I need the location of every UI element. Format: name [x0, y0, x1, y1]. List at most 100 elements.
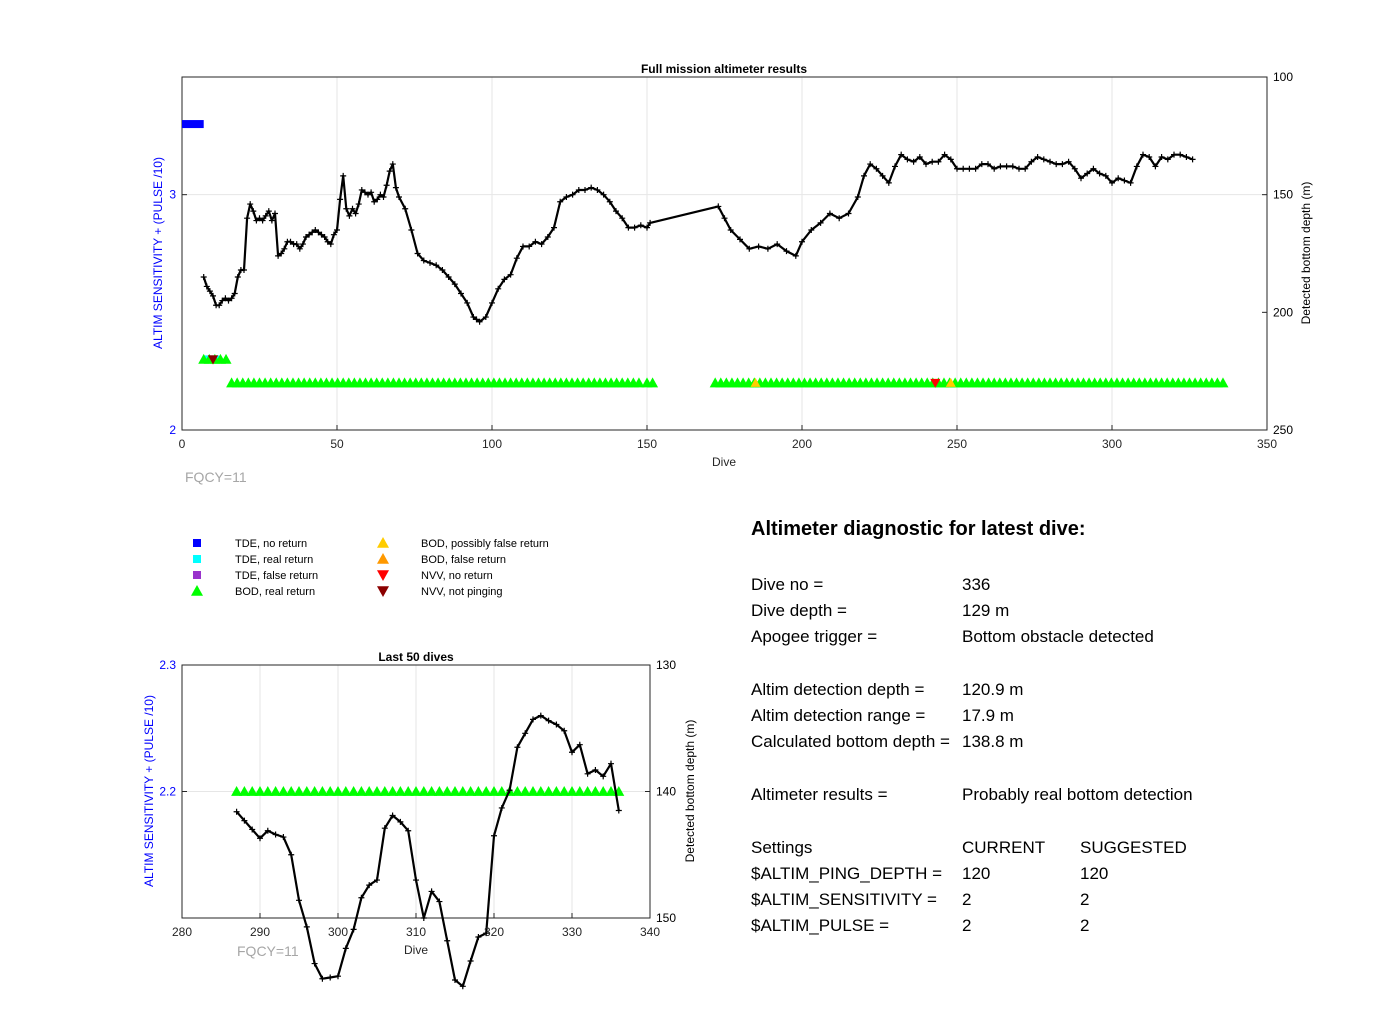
depth-point	[538, 241, 545, 248]
depth-point	[619, 215, 626, 222]
bod-real-marker	[574, 786, 586, 796]
sensitivity-suggested: 2	[1080, 890, 1090, 909]
depth-point	[817, 219, 824, 226]
bod-real-marker	[633, 377, 645, 388]
depth-point	[1096, 170, 1103, 177]
depth-point	[1009, 163, 1016, 170]
depth-point	[854, 194, 861, 201]
depth-point	[414, 250, 421, 257]
legend-label: TDE, false return	[235, 570, 318, 582]
depth-point	[885, 179, 892, 186]
depth-point	[600, 773, 607, 780]
depth-point	[1034, 154, 1041, 161]
depth-point	[544, 234, 551, 241]
depth-point	[637, 222, 644, 229]
bod-real-marker	[355, 786, 367, 796]
bod-real-marker	[426, 786, 438, 796]
depth-point	[1102, 172, 1109, 179]
bod-real-marker	[262, 786, 274, 796]
depth-point	[361, 189, 368, 196]
pulse-current: 2	[962, 916, 972, 935]
y-right-tick-label: 200	[1273, 305, 1293, 319]
depth-point	[206, 288, 213, 295]
x-tick-label: 310	[406, 925, 426, 939]
bod-real-marker	[550, 786, 562, 796]
bod-real-marker	[246, 786, 258, 796]
depth-point	[303, 923, 310, 930]
depth-point	[272, 831, 279, 838]
depth-point	[898, 151, 905, 158]
depth-point	[947, 156, 954, 163]
depth-point	[836, 215, 843, 222]
depth-point	[405, 827, 412, 834]
depth-point	[250, 208, 257, 215]
depth-point	[553, 721, 560, 728]
y-right-tick-label: 100	[1273, 70, 1293, 84]
pulse-label: $ALTIM_PULSE =	[751, 916, 890, 935]
x-tick-label: 250	[947, 437, 967, 451]
depth-point	[600, 191, 607, 198]
bod-real-marker	[418, 786, 430, 796]
bod-real-marker	[441, 786, 453, 796]
depth-point	[203, 283, 210, 290]
depth-point	[436, 898, 443, 905]
altim-det-range-value: 17.9 m	[962, 706, 1014, 725]
ping-depth-current: 120	[962, 864, 991, 883]
depth-point	[234, 274, 241, 281]
depth-point	[439, 266, 446, 273]
bod-real-marker	[332, 786, 344, 796]
ping-depth-suggested: 120	[1080, 864, 1109, 883]
depth-point	[335, 973, 341, 980]
depth-point	[452, 976, 458, 983]
depth-point	[222, 295, 229, 302]
depth-point	[244, 215, 251, 222]
small-chart-markers	[231, 786, 625, 796]
depth-point	[278, 250, 285, 257]
depth-point	[845, 210, 852, 217]
x-tick-label: 320	[484, 925, 504, 939]
depth-point	[1140, 151, 1146, 158]
bod-real-marker	[394, 786, 406, 796]
depth-point	[1189, 156, 1196, 163]
bod-real-marker	[535, 786, 547, 796]
suggested-header: SUGGESTED	[1080, 838, 1187, 857]
bod-real-marker	[270, 786, 282, 796]
depth-point	[408, 226, 415, 233]
bod-real-marker	[543, 786, 555, 796]
depth-point	[606, 198, 613, 205]
depth-point	[737, 236, 743, 243]
bod-real-marker	[220, 353, 232, 364]
bod-real-marker	[488, 786, 500, 796]
dive-depth-value: 129 m	[962, 601, 1010, 620]
depth-point	[867, 161, 874, 168]
depth-point	[569, 191, 576, 198]
depth-point	[873, 165, 880, 172]
bod-real-marker	[293, 786, 305, 796]
depth-point	[219, 297, 226, 304]
depth-point	[464, 299, 471, 306]
legend-square-icon	[193, 571, 201, 579]
legend-label: BOD, false return	[421, 554, 506, 566]
x-tick-label: 150	[637, 437, 657, 451]
depth-point	[225, 297, 232, 304]
depth-point	[459, 983, 466, 990]
depth-point	[1133, 163, 1140, 170]
bod-real-marker	[457, 786, 469, 796]
depth-point	[413, 877, 419, 884]
bod-real-marker	[348, 786, 360, 796]
x-tick-label: 340	[640, 925, 660, 939]
depth-point	[861, 172, 867, 179]
bod-real-marker	[277, 786, 289, 796]
depth-point	[615, 807, 622, 814]
depth-point	[978, 161, 985, 168]
depth-point	[808, 226, 815, 233]
bod-real-marker	[387, 786, 399, 796]
bod-real-marker	[402, 786, 414, 796]
small-chart-ylabel-right: Detected bottom depth (m)	[683, 720, 697, 863]
depth-point	[256, 215, 263, 222]
depth-point	[537, 712, 544, 719]
depth-point	[966, 165, 973, 172]
depth-point	[280, 834, 287, 841]
depth-point	[389, 812, 396, 819]
current-header: CURRENT	[962, 838, 1046, 857]
